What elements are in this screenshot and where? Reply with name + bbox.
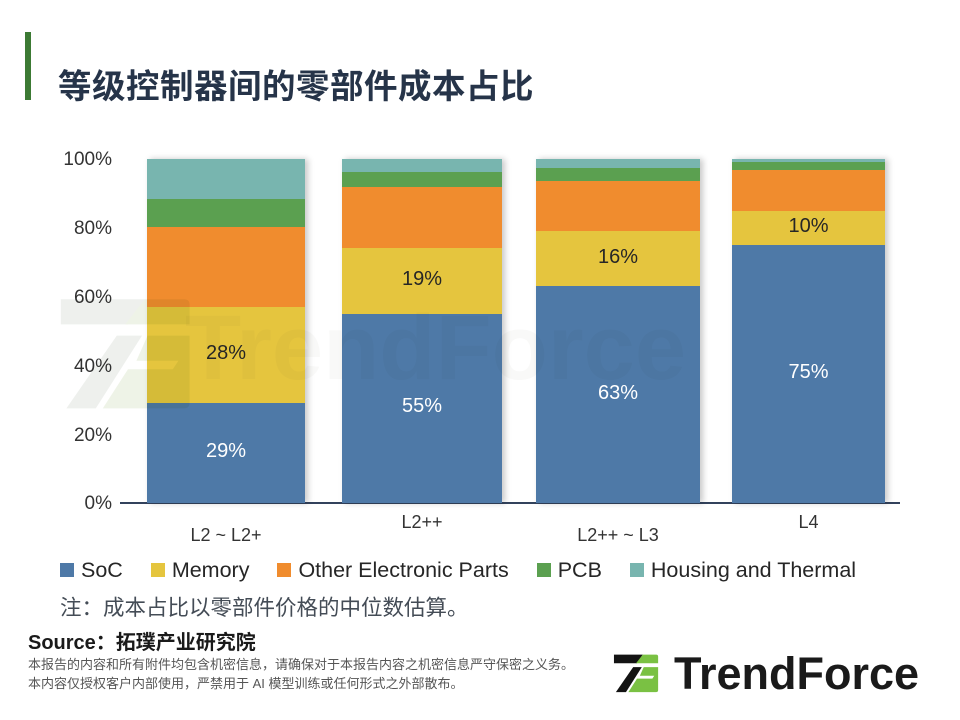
svg-text:TrendForce: TrendForce [185, 297, 686, 397]
